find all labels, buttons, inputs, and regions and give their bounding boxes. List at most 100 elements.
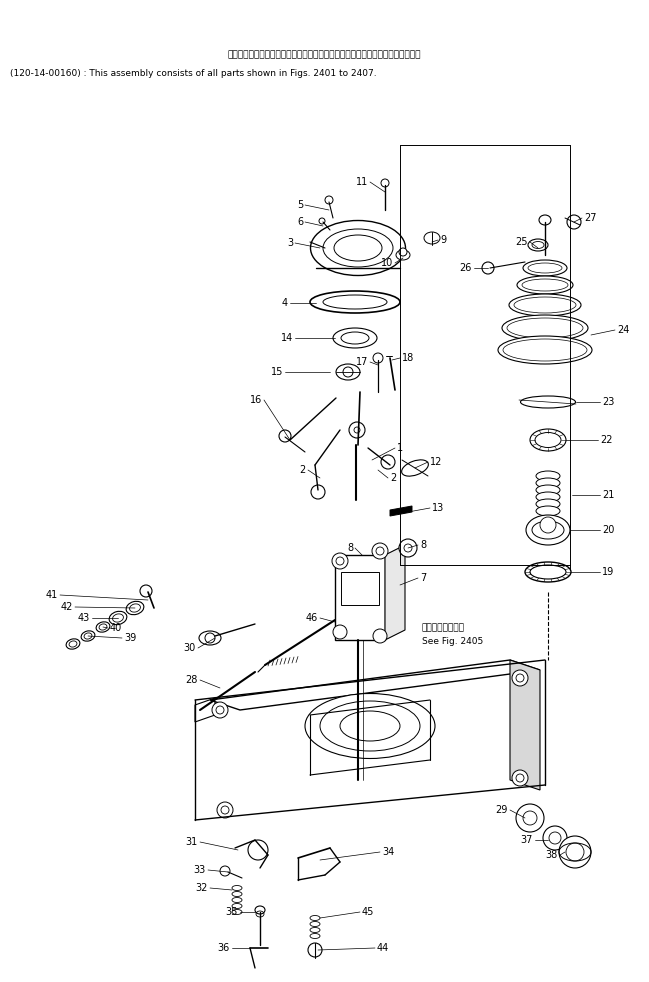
Text: 7: 7 xyxy=(420,573,426,583)
Circle shape xyxy=(482,262,494,274)
Ellipse shape xyxy=(232,892,242,897)
Circle shape xyxy=(399,539,417,557)
Text: 29: 29 xyxy=(496,805,508,815)
Ellipse shape xyxy=(536,478,560,488)
Ellipse shape xyxy=(340,711,400,741)
Ellipse shape xyxy=(502,315,588,341)
Text: 34: 34 xyxy=(382,847,394,857)
Text: 13: 13 xyxy=(432,503,445,513)
Text: 35: 35 xyxy=(226,907,238,917)
Ellipse shape xyxy=(402,460,428,476)
Ellipse shape xyxy=(320,701,420,751)
Circle shape xyxy=(217,802,233,818)
Circle shape xyxy=(349,422,365,438)
Circle shape xyxy=(343,367,353,377)
Text: 26: 26 xyxy=(459,263,472,273)
Text: 45: 45 xyxy=(362,907,374,917)
Text: 4: 4 xyxy=(282,298,288,308)
Text: 43: 43 xyxy=(78,613,90,623)
Text: 6: 6 xyxy=(297,217,303,227)
Text: 14: 14 xyxy=(281,333,293,343)
Circle shape xyxy=(308,943,322,957)
Ellipse shape xyxy=(517,276,573,294)
Text: 2: 2 xyxy=(300,465,306,475)
Ellipse shape xyxy=(523,260,567,276)
Circle shape xyxy=(220,866,230,876)
Text: 2: 2 xyxy=(390,473,397,483)
Ellipse shape xyxy=(333,328,377,348)
Ellipse shape xyxy=(536,471,560,481)
Text: 39: 39 xyxy=(124,633,136,643)
Circle shape xyxy=(140,585,152,597)
Polygon shape xyxy=(210,660,540,710)
Text: 27: 27 xyxy=(584,213,596,223)
Ellipse shape xyxy=(81,630,95,641)
Text: 3: 3 xyxy=(287,238,293,248)
Text: 46: 46 xyxy=(306,613,318,623)
Ellipse shape xyxy=(96,622,110,632)
Text: 37: 37 xyxy=(520,835,533,845)
Text: 16: 16 xyxy=(250,395,262,405)
Circle shape xyxy=(516,804,544,832)
Ellipse shape xyxy=(310,921,320,926)
Text: 33: 33 xyxy=(194,865,206,875)
Ellipse shape xyxy=(530,429,566,451)
Circle shape xyxy=(543,826,567,850)
Ellipse shape xyxy=(199,631,221,645)
Ellipse shape xyxy=(232,886,242,891)
Ellipse shape xyxy=(109,612,127,625)
Text: 23: 23 xyxy=(602,397,615,407)
Ellipse shape xyxy=(539,215,551,225)
Text: 17: 17 xyxy=(356,357,368,367)
Text: 28: 28 xyxy=(186,675,198,685)
Text: 11: 11 xyxy=(356,177,368,187)
Text: 32: 32 xyxy=(195,883,208,893)
Ellipse shape xyxy=(126,601,144,615)
Text: (120-14-00160) : This assembly consists of all parts shown in Figs. 2401 to 2407: (120-14-00160) : This assembly consists … xyxy=(10,69,376,78)
Text: 38: 38 xyxy=(546,850,558,860)
Text: 22: 22 xyxy=(600,435,613,445)
Ellipse shape xyxy=(536,499,560,509)
Ellipse shape xyxy=(528,239,548,251)
Ellipse shape xyxy=(255,906,265,914)
Circle shape xyxy=(512,770,528,786)
Circle shape xyxy=(559,836,591,868)
Circle shape xyxy=(540,517,556,533)
Text: 40: 40 xyxy=(110,623,122,633)
Ellipse shape xyxy=(396,250,410,260)
Circle shape xyxy=(373,353,383,363)
Circle shape xyxy=(279,430,291,442)
Ellipse shape xyxy=(536,492,560,502)
Text: 8: 8 xyxy=(347,543,353,553)
Text: 24: 24 xyxy=(617,325,630,335)
Ellipse shape xyxy=(232,909,242,914)
Polygon shape xyxy=(341,572,379,605)
Text: 8: 8 xyxy=(420,540,426,550)
Text: 第２４０５図参照: 第２４０５図参照 xyxy=(422,624,465,632)
Text: このアセンブリの構成部品は第２４．０１図から第２４．０７図まで含みます．: このアセンブリの構成部品は第２４．０１図から第２４．０７図まで含みます． xyxy=(227,50,421,60)
Text: 5: 5 xyxy=(297,200,303,210)
Circle shape xyxy=(333,625,347,639)
Circle shape xyxy=(248,840,268,860)
Text: 42: 42 xyxy=(60,602,73,612)
Ellipse shape xyxy=(381,179,389,187)
Text: 36: 36 xyxy=(218,943,230,953)
Circle shape xyxy=(512,670,528,686)
Ellipse shape xyxy=(232,903,242,908)
Ellipse shape xyxy=(310,291,400,313)
Circle shape xyxy=(354,427,360,433)
Polygon shape xyxy=(195,698,215,722)
Ellipse shape xyxy=(498,336,592,364)
Ellipse shape xyxy=(424,232,440,244)
Text: 31: 31 xyxy=(186,837,198,847)
Ellipse shape xyxy=(232,898,242,902)
Text: 21: 21 xyxy=(602,490,615,500)
Ellipse shape xyxy=(310,221,406,276)
Ellipse shape xyxy=(336,364,360,380)
Text: See Fig. 2405: See Fig. 2405 xyxy=(422,637,484,646)
Circle shape xyxy=(205,633,215,643)
Ellipse shape xyxy=(536,506,560,516)
Circle shape xyxy=(567,215,581,229)
Ellipse shape xyxy=(310,915,320,920)
Polygon shape xyxy=(385,545,405,640)
